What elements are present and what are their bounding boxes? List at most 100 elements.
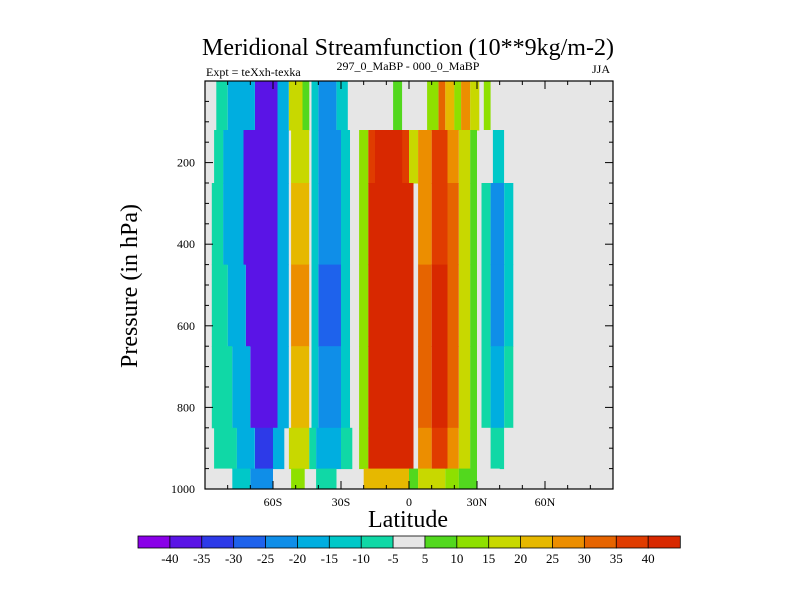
colorbar-swatch	[583, 535, 617, 549]
field-cell	[350, 346, 357, 429]
field-cell	[318, 183, 341, 266]
field-cell	[341, 183, 351, 266]
field-cell	[431, 183, 448, 266]
field-cell	[458, 183, 471, 266]
field-cell	[481, 346, 491, 429]
field-cell	[470, 264, 477, 347]
field-cell	[288, 81, 303, 131]
field-cell	[341, 130, 351, 184]
colorbar-label: -10	[353, 551, 370, 566]
field-cell	[492, 130, 505, 184]
field-cell	[236, 427, 255, 470]
field-cell	[273, 427, 285, 470]
field-cell	[227, 264, 246, 347]
x-tick-label: 60N	[535, 495, 556, 509]
field-cell	[454, 81, 462, 131]
field-cell	[418, 264, 432, 347]
field-cell	[302, 81, 310, 131]
colorbar-label: -25	[257, 551, 274, 566]
field-cell	[311, 81, 319, 131]
field-cell	[470, 346, 477, 429]
field-cell	[490, 264, 505, 347]
field-cell	[359, 130, 369, 184]
field-cell	[368, 264, 414, 347]
field-cell	[318, 346, 341, 429]
field-cell	[447, 130, 459, 184]
field-cell	[277, 264, 289, 347]
field-cell	[316, 468, 337, 490]
field-cell	[458, 130, 471, 184]
field-cell	[504, 346, 514, 429]
field-cell	[458, 468, 477, 490]
field-cell	[368, 346, 414, 429]
field-cell	[431, 346, 448, 429]
y-tick-label: 400	[177, 237, 195, 251]
field-cell	[447, 183, 459, 266]
field-cell	[418, 130, 432, 184]
colorbar-label: -15	[321, 551, 338, 566]
colorbar-swatch	[552, 535, 586, 549]
field-cell	[409, 130, 419, 184]
field-cell	[254, 427, 273, 470]
field-cell	[504, 264, 514, 347]
field-cell	[232, 346, 251, 429]
field-cell	[341, 427, 353, 470]
field-cell	[291, 130, 310, 184]
y-tick-label: 600	[177, 319, 195, 333]
field-cell	[211, 264, 228, 347]
x-tick-label: 0	[406, 495, 412, 509]
season-label: JJA	[592, 62, 610, 76]
colorbar-label: 10	[450, 551, 463, 566]
field-cell	[368, 427, 414, 470]
chart-title: Meridional Streamfunction (10**9kg/m-2)	[202, 35, 614, 61]
colorbar-label: 30	[578, 551, 591, 566]
colorbar-swatch	[137, 535, 171, 549]
field-cell	[481, 264, 491, 347]
field-cell	[490, 183, 505, 266]
field-cell	[350, 264, 357, 347]
field-cell	[250, 346, 278, 429]
field-cell	[458, 264, 471, 347]
field-cell	[288, 427, 310, 470]
field-cell	[232, 468, 251, 490]
field-cell	[291, 346, 310, 429]
colorbar-swatch	[233, 535, 267, 549]
colorbar-label: 25	[546, 551, 559, 566]
difference-label: 297_0_MaBP - 000_0_MaBP	[337, 59, 480, 73]
field-cell	[470, 81, 480, 131]
colorbar-swatch	[424, 535, 458, 549]
field-cell	[350, 183, 357, 266]
x-axis-label: Latitude	[368, 507, 448, 533]
field-cell	[216, 81, 228, 131]
field-cell	[490, 427, 505, 470]
field-cell	[243, 130, 278, 184]
field-cell	[458, 346, 471, 429]
field-cell	[245, 264, 278, 347]
colorbar-label: -35	[193, 551, 210, 566]
y-tick-label: 200	[177, 156, 195, 170]
field-cell	[350, 130, 357, 184]
experiment-label: Expt = teXxh-texka	[206, 65, 301, 79]
field-cell	[418, 346, 432, 429]
field-cell	[223, 130, 244, 184]
colorbar-swatch	[297, 535, 330, 549]
field-cell	[375, 130, 403, 184]
field-cell	[418, 468, 446, 490]
x-tick-label: 30N	[467, 495, 488, 509]
field-cell	[363, 468, 409, 490]
field-cell	[311, 183, 319, 266]
field-cell	[291, 183, 310, 266]
field-cell	[316, 427, 341, 470]
field-cell	[336, 81, 348, 131]
colorbar-label: -20	[289, 551, 306, 566]
field-cell	[243, 183, 278, 266]
y-tick-label: 1000	[171, 482, 195, 496]
field-cell	[461, 81, 471, 131]
field-cell	[309, 427, 317, 470]
colorbar-swatch	[392, 535, 426, 549]
axes: 60S 30S 0 30N 60N 200 400 600 800 1000	[171, 81, 613, 509]
field-cell	[470, 130, 477, 184]
colorbar-swatch	[456, 535, 490, 549]
field-cell	[447, 264, 459, 347]
